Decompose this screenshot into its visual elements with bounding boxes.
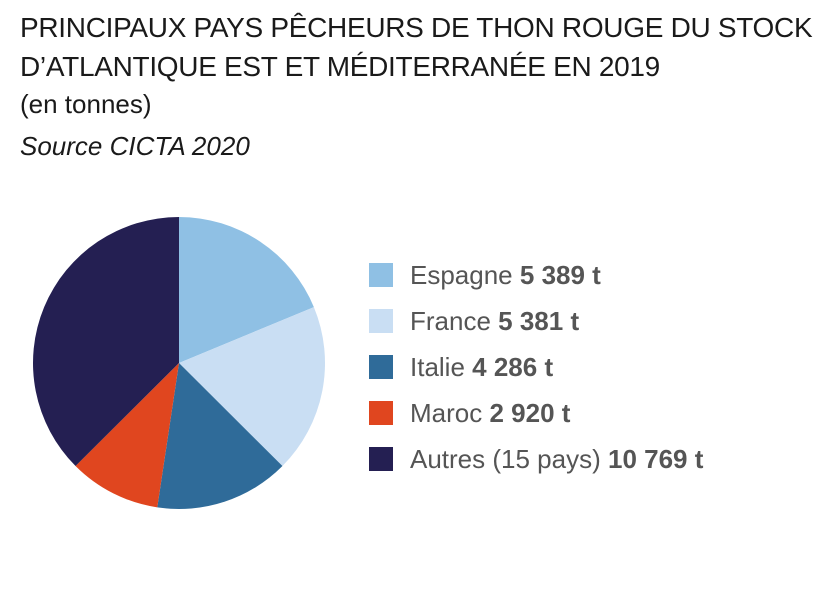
pie-slice-maroc [75, 363, 179, 508]
legend-item: Italie 4 286 t [369, 344, 703, 390]
legend-label: Italie [410, 351, 465, 382]
chart-legend: Espagne 5 389 t France 5 381 t Italie 4 … [369, 252, 703, 482]
legend-item: France 5 381 t [369, 298, 703, 344]
legend-value: 5 381 t [498, 305, 580, 336]
chart-subtitle: (en tonnes) [20, 89, 152, 119]
legend-swatch [369, 447, 393, 471]
pie-slice-italie [157, 363, 283, 509]
legend-value: 10 769 t [607, 443, 704, 474]
legend-label: France [410, 305, 491, 336]
pie-slice-france [179, 307, 325, 467]
legend-swatch [369, 401, 393, 425]
legend-item: Autres (15 pays) 10 769 t [369, 436, 703, 482]
chart-source: Source CICTA 2020 [20, 131, 250, 161]
legend-swatch [369, 355, 393, 379]
chart-title: PRINCIPAUX PAYS PÊCHEURS DE THON ROUGE D… [20, 12, 813, 82]
legend-item: Espagne 5 389 t [369, 252, 703, 298]
pie-chart [33, 217, 325, 509]
legend-swatch [369, 309, 393, 333]
legend-value: 2 920 t [489, 397, 571, 428]
legend-swatch [369, 263, 393, 287]
legend-item: Maroc 2 920 t [369, 390, 703, 436]
legend-value: 4 286 t [472, 351, 554, 382]
pie-slice-autres-15-pays [33, 217, 179, 467]
legend-value: 5 389 t [519, 259, 601, 290]
legend-label: Espagne [410, 259, 513, 290]
legend-label: Autres (15 pays) [410, 443, 601, 474]
legend-label: Maroc [410, 397, 483, 428]
pie-slice-espagne [179, 217, 314, 363]
